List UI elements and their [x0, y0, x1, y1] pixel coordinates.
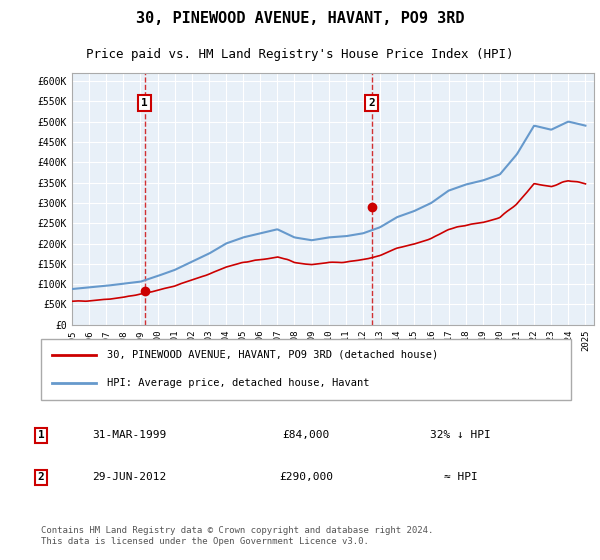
- Text: 30, PINEWOOD AVENUE, HAVANT, PO9 3RD (detached house): 30, PINEWOOD AVENUE, HAVANT, PO9 3RD (de…: [107, 350, 439, 360]
- Text: Contains HM Land Registry data © Crown copyright and database right 2024.
This d: Contains HM Land Registry data © Crown c…: [41, 526, 433, 546]
- Text: 29-JUN-2012: 29-JUN-2012: [92, 472, 166, 482]
- Text: 2: 2: [38, 472, 44, 482]
- Text: 30, PINEWOOD AVENUE, HAVANT, PO9 3RD: 30, PINEWOOD AVENUE, HAVANT, PO9 3RD: [136, 11, 464, 26]
- Text: £84,000: £84,000: [283, 431, 329, 441]
- Text: 1: 1: [142, 98, 148, 108]
- Text: 2: 2: [368, 98, 375, 108]
- Text: 32% ↓ HPI: 32% ↓ HPI: [430, 431, 491, 441]
- Text: HPI: Average price, detached house, Havant: HPI: Average price, detached house, Hava…: [107, 378, 370, 388]
- Text: 31-MAR-1999: 31-MAR-1999: [92, 431, 166, 441]
- Text: 1: 1: [38, 431, 44, 441]
- Text: ≈ HPI: ≈ HPI: [443, 472, 478, 482]
- Text: £290,000: £290,000: [279, 472, 333, 482]
- Text: Price paid vs. HM Land Registry's House Price Index (HPI): Price paid vs. HM Land Registry's House …: [86, 48, 514, 61]
- FancyBboxPatch shape: [41, 339, 571, 400]
